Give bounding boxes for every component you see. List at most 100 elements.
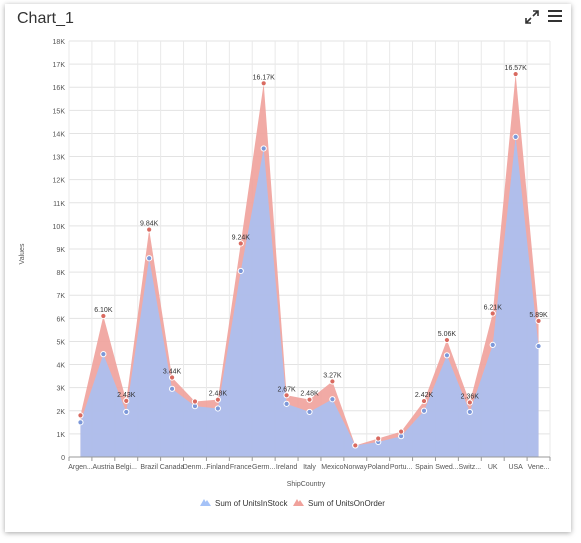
y-tick-label: 3K [56, 386, 65, 393]
x-tick-label: Vene... [528, 464, 550, 471]
x-tick-label: Poland [367, 464, 389, 471]
data-point [329, 396, 336, 403]
data-labels: 6.10K 2.43K 9.84K 3.44K 2.48K 9.24K 16.17K 2.67… [94, 65, 548, 400]
x-tick-label: USA [508, 464, 523, 471]
x-tick-label: Switz... [459, 464, 482, 471]
y-tick-label: 8K [56, 270, 65, 277]
y-tick-label: 10K [53, 224, 66, 231]
y-tick-label: 13K [53, 155, 66, 162]
data-label: 2.48K [300, 391, 319, 398]
y-tick-label: 0 [61, 455, 65, 462]
x-tick-label: Austria [92, 464, 114, 471]
data-point [352, 442, 359, 449]
y-axis-title: Values [19, 243, 26, 264]
data-label: 5.89K [529, 312, 548, 319]
data-point [214, 396, 221, 403]
x-tick-label: Argen... [68, 464, 93, 471]
data-point [375, 435, 382, 442]
data-point [306, 408, 313, 416]
data-point [77, 419, 84, 426]
legend-marker [293, 499, 304, 506]
data-point [443, 336, 451, 344]
data-label: 6.21K [484, 304, 503, 311]
data-point [398, 428, 405, 435]
data-label: 2.36K [461, 393, 480, 400]
chart-card: Chart_1 6.10K 2.43K 9.84K 3.44K 2.48K 9.24K 16… [5, 4, 571, 532]
x-tick-label: UK [488, 464, 498, 471]
menu-bar [548, 10, 562, 12]
data-point [237, 240, 244, 247]
data-point [168, 374, 176, 381]
x-tick-label: Canada [160, 464, 185, 471]
data-point [489, 310, 496, 317]
y-tick-label: 2K [56, 409, 65, 416]
y-tick-label: 5K [56, 339, 65, 346]
x-tick-label: Denm... [183, 464, 208, 471]
data-point [260, 145, 267, 152]
y-tick-label: 9K [56, 247, 65, 254]
data-point [237, 267, 244, 275]
series-areas [80, 74, 539, 457]
data-point [191, 398, 199, 405]
data-label: 16.57K [505, 65, 528, 72]
x-tick-label: Mexico [321, 464, 343, 471]
legend: Sum of UnitsInStock Sum of UnitsOnOrder [200, 499, 385, 508]
data-point [100, 351, 107, 358]
data-point [443, 352, 451, 359]
y-tick-label: 17K [53, 62, 66, 69]
data-point [283, 392, 290, 399]
data-point [168, 385, 176, 392]
x-tick-label: Finland [206, 464, 229, 471]
expand-icon[interactable] [525, 10, 539, 24]
menu-bar [548, 20, 562, 22]
data-label: 9.24K [232, 234, 251, 241]
data-label: 16.17K [253, 74, 276, 81]
data-point [146, 255, 153, 262]
x-tick-label: Brazil [140, 464, 158, 471]
legend-marker [200, 499, 211, 506]
x-tick-label: Norway [343, 464, 367, 471]
legend-label[interactable]: Sum of UnitsInStock [215, 499, 288, 508]
legend-label[interactable]: Sum of UnitsOnOrder [308, 499, 385, 508]
data-label: 2.43K [117, 392, 136, 399]
x-axis-title: ShipCountry [287, 481, 326, 488]
data-point [535, 342, 542, 350]
data-point [512, 70, 519, 78]
data-point [466, 399, 473, 406]
data-point [260, 80, 267, 87]
data-point [77, 412, 84, 419]
data-label: 2.42K [415, 392, 434, 399]
axes: 0 1K 2K 3K 4K 5K 6K 7K 8K 9K 10K 11K 12K 13K 14K 15K 16K… [53, 39, 551, 471]
chart-title: Chart_1 [17, 10, 74, 27]
data-point [214, 405, 221, 412]
y-tick-label: 4K [56, 363, 65, 370]
data-label: 5.06K [438, 331, 457, 338]
menu-bar [548, 15, 562, 17]
data-point [283, 400, 290, 407]
area-chart: 6.10K 2.43K 9.84K 3.44K 2.48K 9.24K 16.17K 2.67… [19, 39, 551, 508]
x-tick-label: Ireland [276, 464, 298, 471]
expand-icon-glyph [525, 10, 539, 24]
y-tick-label: 7K [56, 293, 65, 300]
hamburger-menu-icon[interactable] [548, 10, 562, 24]
x-tick-label: France [230, 464, 252, 471]
y-tick-label: 6K [56, 316, 65, 323]
data-label: 3.27K [323, 372, 342, 379]
series-area-1 [80, 136, 539, 457]
data-point [466, 408, 473, 416]
data-point [123, 397, 130, 404]
data-point [512, 133, 519, 141]
y-tick-label: 15K [53, 108, 66, 115]
y-tick-label: 1K [56, 432, 65, 439]
y-tick-label: 11K [53, 201, 65, 208]
data-point [123, 408, 130, 416]
data-point [146, 226, 153, 233]
data-point [420, 407, 428, 414]
y-tick-label: 12K [53, 178, 66, 185]
x-tick-label: Swed... [435, 464, 458, 471]
data-label: 2.67K [277, 386, 296, 393]
x-tick-label: Spain [415, 464, 433, 471]
x-tick-label: Germ... [252, 464, 275, 471]
data-point [100, 312, 107, 320]
data-point [329, 378, 336, 385]
